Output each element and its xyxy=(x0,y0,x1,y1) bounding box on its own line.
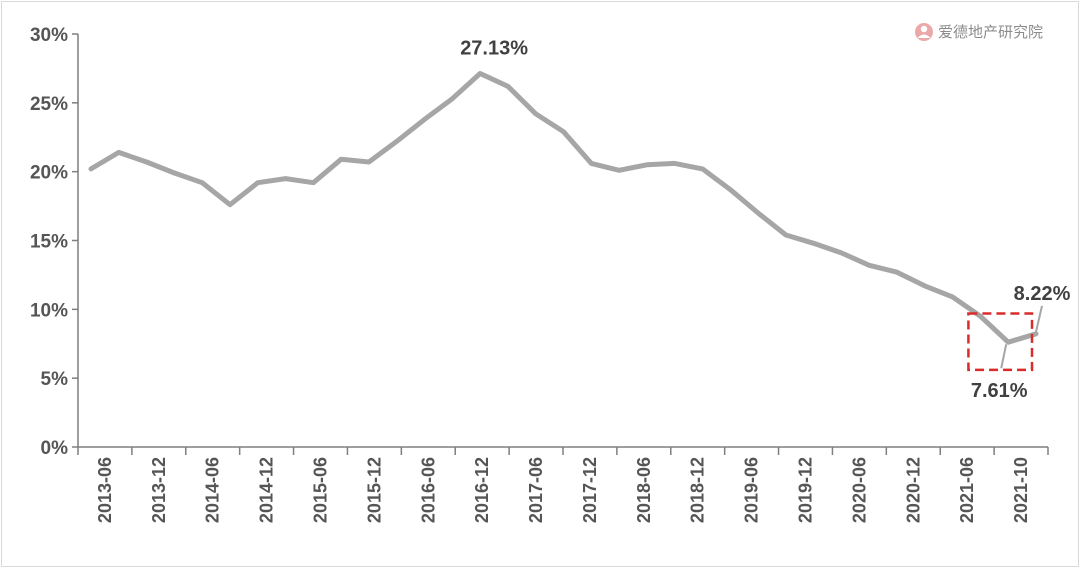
x-tick-label: 2017-06 xyxy=(526,457,546,523)
data-point xyxy=(644,162,650,167)
y-tick-label: 5% xyxy=(41,369,69,390)
x-tick-label: 2018-06 xyxy=(634,457,654,523)
data-label: 27.13% xyxy=(460,38,528,60)
x-tick-label: 2014-06 xyxy=(203,457,223,523)
data-point xyxy=(283,176,288,181)
data-point xyxy=(422,117,427,122)
data-point xyxy=(172,170,177,176)
data-point xyxy=(116,150,121,155)
watermark: 爱德地产研究院 xyxy=(915,23,1043,41)
x-tick-label: 2015-06 xyxy=(311,457,331,523)
y-tick-label: 10% xyxy=(30,300,68,321)
data-point xyxy=(783,232,789,238)
person-logo-head xyxy=(920,25,928,33)
data-point xyxy=(199,180,205,185)
person-logo-body xyxy=(917,34,931,38)
data-point xyxy=(700,166,705,172)
data-point xyxy=(589,161,594,166)
x-tick-label: 2020-06 xyxy=(849,457,869,523)
data-point xyxy=(1006,340,1011,345)
x-tick-label: 2021-10 xyxy=(1011,457,1031,523)
x-tick-label: 2015-12 xyxy=(364,457,384,523)
y-axis: 0% 5% 10% 15% 20% 25% 30% xyxy=(30,25,79,459)
data-point xyxy=(950,294,955,300)
y-tick-label: 25% xyxy=(30,94,68,115)
x-tick-label: 2019-06 xyxy=(742,457,762,523)
data-point xyxy=(311,180,316,185)
data-point xyxy=(922,283,928,289)
data-point xyxy=(672,161,677,166)
y-tick-label: 15% xyxy=(30,232,68,253)
x-tick-label: 2013-06 xyxy=(95,457,115,523)
data-point xyxy=(561,129,566,134)
highlight-box xyxy=(967,312,1034,372)
data-point xyxy=(755,210,761,216)
data-point xyxy=(867,263,872,268)
data-point xyxy=(338,157,344,162)
annotations: 27.13% 7.61% 8.22% xyxy=(460,38,1070,403)
data-point xyxy=(811,241,816,246)
x-axis: 2013-06 2013-12 2014-06 2014-12 2015-06 2015-… xyxy=(77,446,1049,523)
data-point xyxy=(144,159,149,165)
x-tick-label: 2016-12 xyxy=(472,457,492,523)
x-tick-label: 2013-12 xyxy=(149,457,169,523)
data-point xyxy=(477,71,483,76)
data-point xyxy=(366,159,372,165)
data-point xyxy=(894,269,900,275)
data-point xyxy=(505,84,511,89)
data-point xyxy=(227,202,233,207)
data-point xyxy=(450,96,455,101)
data-point xyxy=(728,187,733,192)
x-tick-label: 2018-12 xyxy=(688,457,708,523)
plot-area xyxy=(88,71,1039,345)
data-point xyxy=(839,250,844,256)
y-tick-label: 30% xyxy=(30,25,68,46)
x-tick-label: 2017-12 xyxy=(580,457,600,523)
y-tick-label: 20% xyxy=(30,163,68,184)
data-point xyxy=(1033,331,1039,337)
y-tick-label: 0% xyxy=(41,438,69,459)
data-point xyxy=(616,168,622,173)
series-line xyxy=(88,71,1039,345)
data-label: 8.22% xyxy=(1014,283,1071,305)
leader-line xyxy=(1000,344,1008,369)
watermark-text: 爱德地产研究院 xyxy=(938,23,1043,41)
x-tick-label: 2019-12 xyxy=(796,457,816,523)
leader-line xyxy=(1035,305,1043,333)
x-tick-label: 2014-12 xyxy=(257,457,277,523)
x-tick-label: 2016-06 xyxy=(418,457,438,523)
data-label: 7.61% xyxy=(971,380,1028,402)
data-point xyxy=(533,111,538,117)
x-tick-label: 2021-06 xyxy=(957,457,977,523)
data-point xyxy=(394,139,399,144)
data-point xyxy=(978,314,983,319)
x-tick-label: 2020-12 xyxy=(903,457,923,523)
data-point xyxy=(88,166,94,172)
data-point xyxy=(255,180,260,185)
